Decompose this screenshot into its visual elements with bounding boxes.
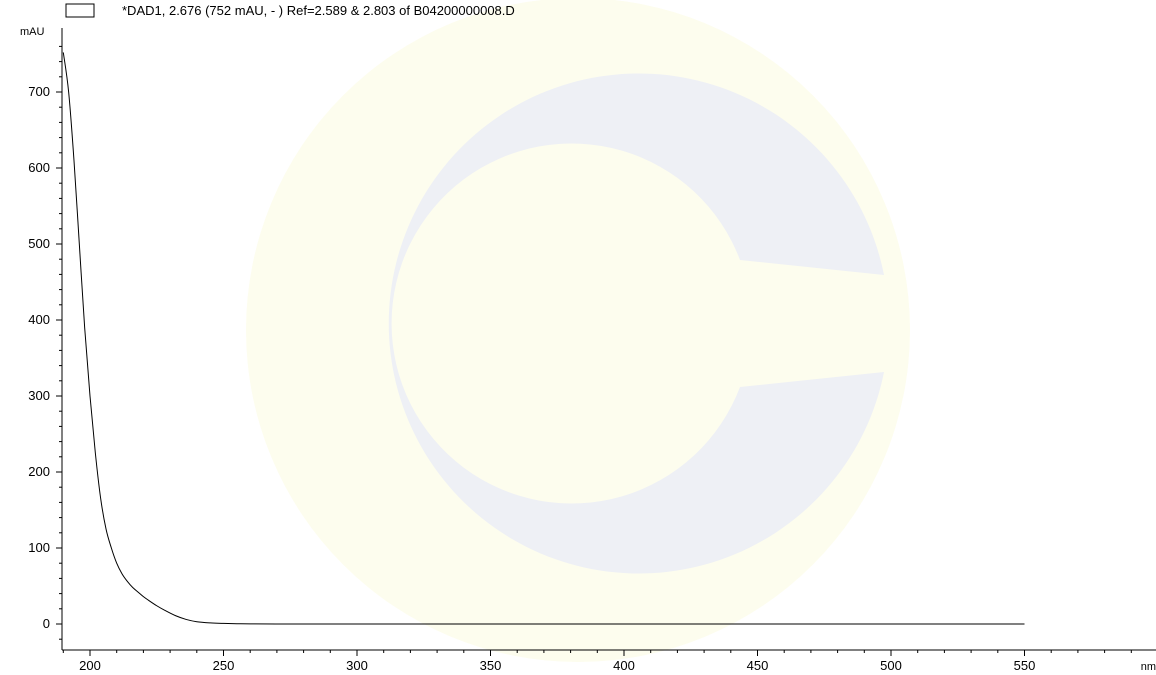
- series-line-0: [62, 52, 1025, 625]
- company-logo-watermark: [246, 0, 910, 662]
- x-tick-label: 350: [480, 658, 502, 673]
- x-tick-label: 450: [747, 658, 769, 673]
- legend-swatch: [65, 3, 95, 18]
- x-tick-label: 550: [1014, 658, 1036, 673]
- x-tick-label: 250: [213, 658, 235, 673]
- x-tick-label: 400: [613, 658, 635, 673]
- x-axis-unit-label: nm: [1141, 661, 1156, 673]
- y-tick-label: 700: [28, 84, 50, 99]
- y-tick-label: 200: [28, 464, 50, 479]
- x-axis-ticks: 200 250 300 350 400 450 500 550: [62, 650, 1132, 673]
- y-tick-label: 600: [28, 160, 50, 175]
- x-tick-label: 500: [880, 658, 902, 673]
- y-axis-ticks: 0 100 200 300 400 500 600 700: [28, 45, 62, 640]
- y-tick-label: 500: [28, 236, 50, 251]
- y-tick-label: 0: [43, 616, 50, 631]
- x-tick-label: 200: [79, 658, 101, 673]
- legend: *DAD1, 2.676 (752 mAU, - ) Ref=2.589 & 2…: [65, 3, 515, 18]
- series-layer: [62, 52, 1025, 625]
- x-tick-label: 300: [346, 658, 368, 673]
- y-tick-label: 300: [28, 388, 50, 403]
- y-axis-unit-label: mAU: [20, 26, 45, 38]
- y-tick-label: 400: [28, 312, 50, 327]
- y-tick-label: 100: [28, 540, 50, 555]
- legend-text: *DAD1, 2.676 (752 mAU, - ) Ref=2.589 & 2…: [122, 3, 515, 18]
